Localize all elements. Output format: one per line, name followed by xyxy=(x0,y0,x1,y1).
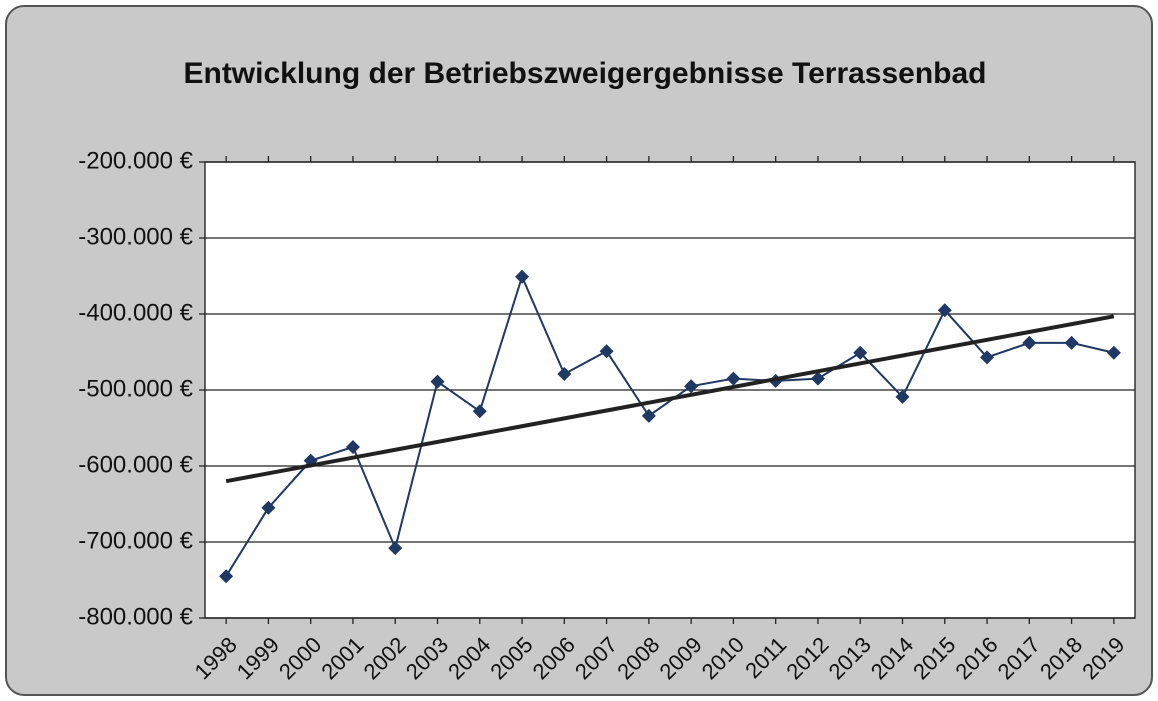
data-point xyxy=(472,404,487,419)
data-point xyxy=(980,350,995,365)
data-point xyxy=(599,344,614,359)
data-point xyxy=(219,569,234,584)
data-line xyxy=(225,273,1115,577)
y-tick-label: -400.000 € xyxy=(78,299,193,326)
trend-line xyxy=(225,314,1115,484)
data-point xyxy=(895,389,910,404)
y-tick-label: -700.000 € xyxy=(78,527,193,554)
data-point xyxy=(515,269,530,284)
data-point xyxy=(937,303,952,318)
y-tick-label: -800.000 € xyxy=(78,603,193,630)
data-point xyxy=(557,367,572,382)
data-point xyxy=(853,345,868,360)
data-point xyxy=(641,408,656,423)
data-point xyxy=(261,500,276,515)
data-point xyxy=(345,440,360,454)
chart-title: Entwicklung der Betriebszweigergebnisse … xyxy=(183,57,986,90)
data-point xyxy=(388,541,403,556)
data-point xyxy=(810,371,825,386)
y-tick-label: -200.000 € xyxy=(78,147,193,174)
data-point xyxy=(1022,335,1037,350)
data-point xyxy=(1064,335,1079,350)
y-tick-label: -600.000 € xyxy=(78,451,193,478)
y-tick-label: -300.000 € xyxy=(78,223,193,250)
y-tick-label: -500.000 € xyxy=(78,375,193,402)
data-point xyxy=(430,374,445,389)
data-point xyxy=(684,379,699,394)
data-point xyxy=(1106,345,1121,360)
data-point xyxy=(726,371,741,386)
